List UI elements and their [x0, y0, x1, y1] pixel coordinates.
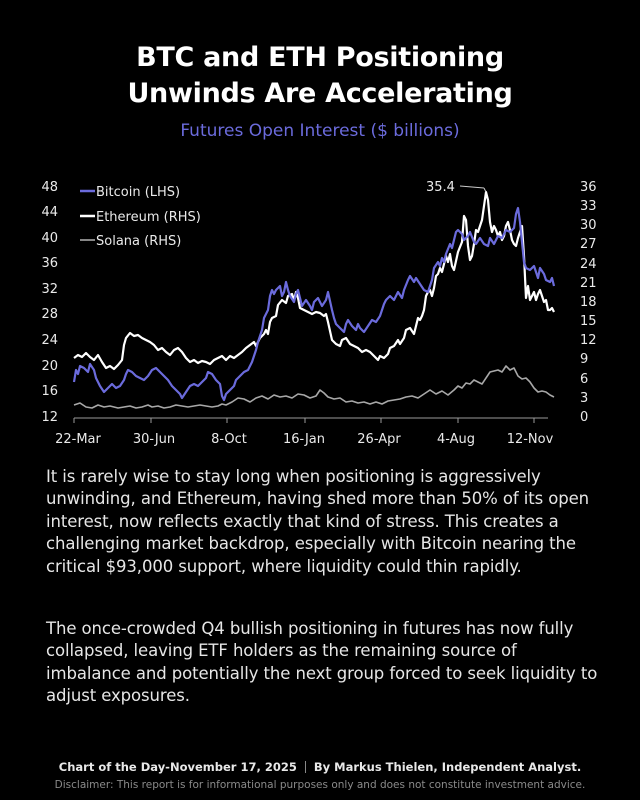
chart-of-the-day: Chart of the Day-November 17, 2025: [58, 760, 297, 774]
y-right-tick: 9: [580, 352, 588, 367]
x-tick-label: 12-Nov: [507, 432, 554, 447]
y-left-tick: 20: [41, 359, 58, 374]
y-axis-right: 36 33 30 27 24 21 18 15 12 9 6 3 0: [580, 180, 597, 425]
x-tick-label: 30-Jun: [133, 432, 175, 447]
y-right-tick: 33: [580, 199, 597, 214]
y-left-tick: 36: [41, 256, 58, 271]
footer-credit: Chart of the Day-November 17, 2025 By Mar…: [0, 760, 640, 774]
x-tick-label: 26-Apr: [357, 432, 401, 447]
y-right-tick: 0: [580, 410, 588, 425]
peak-annotation: 35.4: [426, 180, 487, 195]
title-line-2: Unwinds Are Accelerating: [127, 78, 513, 109]
y-left-tick: 40: [41, 231, 58, 246]
y-right-tick: 27: [580, 237, 597, 252]
legend-solana: Solana (RHS): [96, 234, 181, 249]
ethereum-line: [73, 190, 555, 371]
y-right-tick: 15: [580, 314, 597, 329]
chart-subtitle: Futures Open Interest ($ billions): [180, 121, 460, 141]
disclaimer: Disclaimer: This report is for informati…: [54, 779, 586, 791]
bitcoin-line: [72, 206, 556, 402]
y-right-tick: 6: [580, 372, 588, 387]
y-axis-left: 48 44 40 36 32 28 24 20 16 12: [41, 180, 58, 425]
chart-legend: Bitcoin (LHS) Ethereum (RHS) Solana (RHS…: [80, 185, 201, 249]
y-right-tick: 36: [580, 180, 597, 195]
open-interest-chart: 48 44 40 36 32 28 24 20 16 12 36 33 30 2…: [41, 180, 597, 447]
solana-line: [73, 365, 555, 409]
y-left-tick: 48: [41, 180, 58, 195]
peak-label: 35.4: [426, 180, 455, 195]
x-tick-label: 8-Oct: [211, 432, 247, 447]
commentary-paragraph-2: The once-crowded Q4 bullish positioning …: [46, 619, 598, 706]
y-left-tick: 28: [41, 307, 58, 322]
author-credit: By Markus Thielen, Independent Analyst.: [313, 760, 582, 774]
footer-separator: [304, 761, 306, 773]
x-tick-label: 4-Aug: [437, 432, 475, 447]
x-tick-label: 16-Jan: [283, 432, 325, 447]
x-axis: [73, 417, 548, 423]
y-right-tick: 18: [580, 295, 597, 310]
x-tick-label: 22-Mar: [55, 432, 101, 447]
y-left-tick: 32: [41, 282, 58, 297]
y-right-tick: 12: [580, 333, 597, 348]
y-left-tick: 24: [41, 333, 58, 348]
y-right-tick: 30: [580, 218, 597, 233]
legend-ethereum: Ethereum (RHS): [96, 210, 201, 225]
legend-bitcoin: Bitcoin (LHS): [96, 185, 180, 200]
x-axis-labels: 22-Mar 30-Jun 8-Oct 16-Jan 26-Apr 4-Aug …: [55, 432, 553, 447]
y-left-tick: 44: [41, 205, 58, 220]
y-right-tick: 21: [580, 276, 597, 291]
commentary-paragraph-1: It is rarely wise to stay long when posi…: [46, 467, 589, 576]
y-left-tick: 16: [41, 384, 58, 399]
title-line-1: BTC and ETH Positioning: [136, 42, 504, 73]
y-right-tick: 3: [580, 391, 588, 406]
y-left-tick: 12: [41, 410, 58, 425]
page-title: BTC and ETH Positioning Unwinds Are Acce…: [0, 40, 640, 112]
y-right-tick: 24: [580, 257, 597, 272]
